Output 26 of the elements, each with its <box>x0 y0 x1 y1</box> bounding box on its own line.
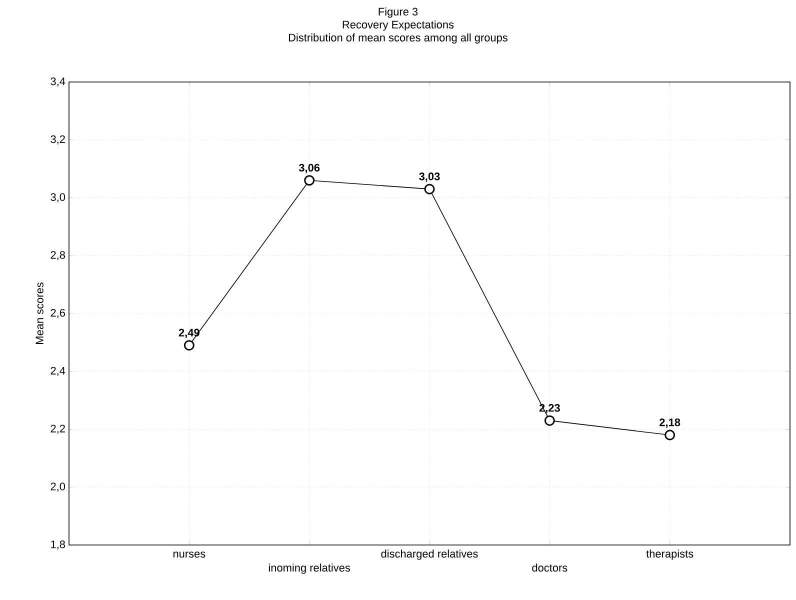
y-tick-label: 3,2 <box>50 135 65 144</box>
x-tick-label: inoming relatives <box>268 564 350 574</box>
y-tick-label: 2,8 <box>50 251 65 260</box>
y-tick-label: 3,0 <box>50 193 66 202</box>
chart-title: Figure 3 <box>378 8 418 18</box>
text: Distribution of mean scores among all groups <box>288 33 508 44</box>
point <box>544 415 555 426</box>
point <box>304 175 315 186</box>
chart-subtitle: Recovery Expectations <box>342 20 454 31</box>
y-tick-label: 2,6 <box>50 308 65 318</box>
y-tick-label: 3,4 <box>50 77 66 87</box>
data-label: 3,03 <box>419 172 440 182</box>
y-axis-title: Mean scores <box>36 282 44 344</box>
x-tick-label: discharged relatives <box>381 550 478 560</box>
point <box>424 184 435 194</box>
point <box>664 430 676 440</box>
x-tick-label: therapists <box>646 550 694 560</box>
y-tick-label: 1,8 <box>51 540 65 550</box>
y-tick-label: 2,0 <box>50 482 66 492</box>
x-tick-label: doctors <box>532 564 568 572</box>
data-label: 3,06 <box>298 164 320 174</box>
y-tick-label: 2,2 <box>50 424 65 434</box>
x-tick-label: nurses <box>173 552 206 558</box>
y-tick-label: 2,4 <box>50 366 66 376</box>
point <box>184 340 194 351</box>
data-label: 2,18 <box>660 418 680 428</box>
